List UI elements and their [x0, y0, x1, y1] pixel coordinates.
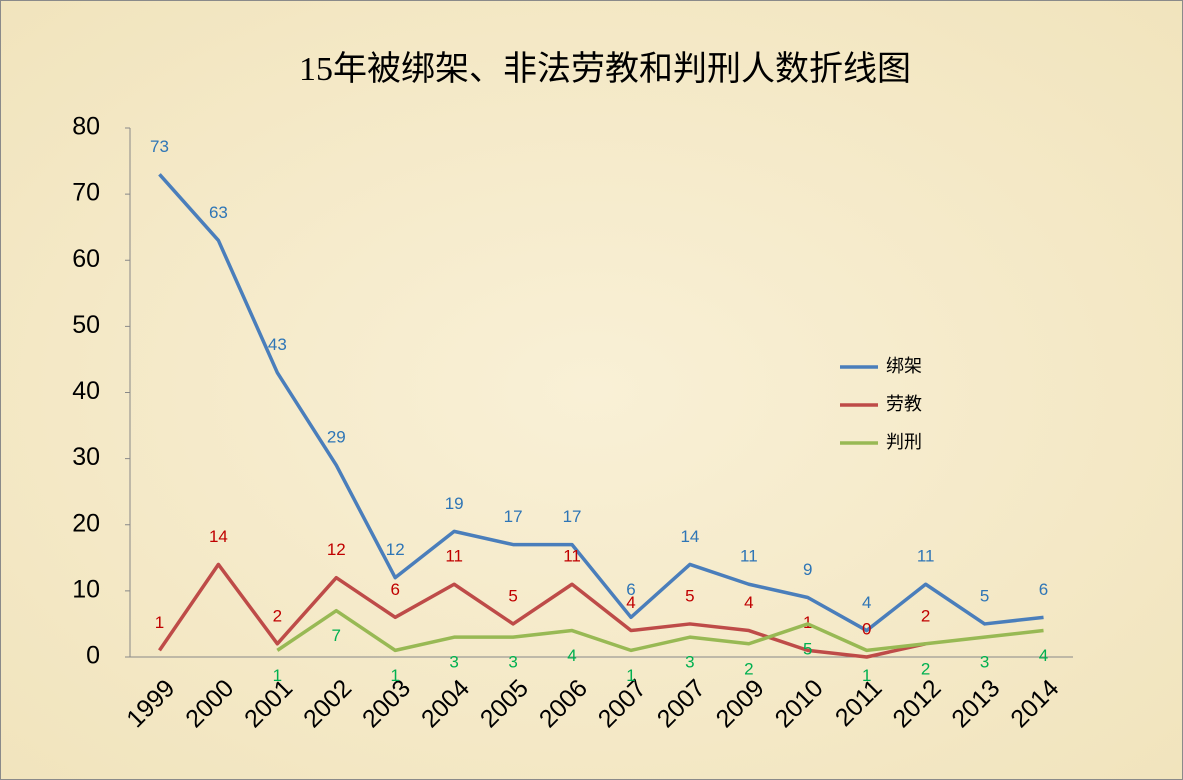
- legend-label: 劳教: [886, 394, 922, 414]
- data-label: 0: [862, 619, 871, 638]
- y-tick-label: 30: [72, 443, 100, 471]
- chart-title: 15年被绑架、非法劳教和判刑人数折线图: [299, 50, 911, 88]
- data-label: 1: [155, 613, 164, 632]
- data-label: 7: [332, 626, 341, 645]
- data-label: 1: [390, 666, 399, 685]
- legend-label: 绑架: [886, 356, 922, 376]
- y-tick-label: 60: [72, 245, 100, 273]
- y-tick-label: 40: [72, 377, 100, 405]
- data-label: 73: [150, 137, 169, 156]
- data-label: 9: [803, 560, 812, 579]
- data-label: 14: [680, 527, 699, 546]
- data-label: 11: [563, 547, 581, 566]
- data-label: 4: [567, 646, 576, 665]
- data-label: 12: [386, 540, 405, 559]
- data-label: 2: [921, 606, 930, 625]
- data-label: 11: [445, 547, 463, 566]
- series-line: [276, 608, 1044, 653]
- data-label: 6: [390, 580, 399, 599]
- data-label: 43: [268, 335, 287, 354]
- data-label: 19: [445, 494, 464, 513]
- data-label: 12: [327, 540, 346, 559]
- y-tick-label: 50: [72, 311, 100, 339]
- data-label: 5: [508, 586, 517, 605]
- data-label: 3: [508, 653, 517, 672]
- y-tick-label: 10: [72, 575, 100, 603]
- data-label: 1: [862, 666, 871, 685]
- y-tick-label: 0: [86, 642, 100, 670]
- data-label: 1: [273, 666, 282, 685]
- y-tick-label: 80: [72, 113, 100, 141]
- data-label: 11: [917, 547, 935, 566]
- data-label: 3: [980, 653, 989, 672]
- data-label: 11: [740, 547, 758, 566]
- data-label: 2: [273, 606, 282, 625]
- y-tick-label: 20: [72, 509, 100, 537]
- data-label: 5: [980, 586, 989, 605]
- legend-label: 判刑: [886, 432, 922, 452]
- data-label: 63: [209, 203, 228, 222]
- series-line: [158, 173, 1044, 633]
- data-label: 1: [626, 666, 635, 685]
- data-label: 5: [685, 586, 694, 605]
- series-line: [158, 562, 927, 659]
- data-label: 4: [626, 593, 635, 612]
- data-label: 6: [1039, 580, 1048, 599]
- data-label: 4: [862, 593, 871, 612]
- data-label: 14: [209, 527, 228, 546]
- data-label: 3: [685, 653, 694, 672]
- data-label: 4: [744, 593, 753, 612]
- data-label: 17: [504, 507, 523, 526]
- data-label: 5: [803, 639, 812, 658]
- data-label: 3: [449, 653, 458, 672]
- data-label: 2: [921, 659, 930, 678]
- data-label: 6: [626, 580, 635, 599]
- data-label: 2: [744, 659, 753, 678]
- data-label: 4: [1039, 646, 1048, 665]
- data-label: 17: [563, 507, 582, 526]
- y-tick-label: 70: [72, 179, 100, 207]
- data-label: 29: [327, 428, 346, 447]
